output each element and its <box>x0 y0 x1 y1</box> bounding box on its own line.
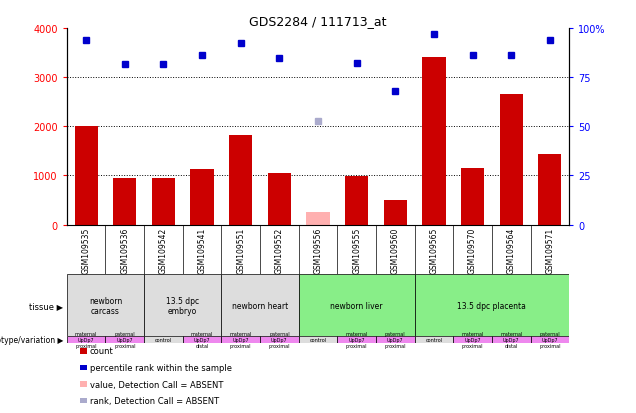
Bar <box>190 170 214 225</box>
Bar <box>337 337 376 343</box>
Bar <box>299 275 415 337</box>
Text: value, Detection Call = ABSENT: value, Detection Call = ABSENT <box>90 380 223 389</box>
Text: tissue ▶: tissue ▶ <box>29 301 64 310</box>
Text: GSM109536: GSM109536 <box>120 228 129 274</box>
Text: maternal
UpDp7
proximal: maternal UpDp7 proximal <box>75 331 97 348</box>
Text: GSM109552: GSM109552 <box>275 228 284 274</box>
Bar <box>183 337 221 343</box>
Bar <box>345 176 368 225</box>
Text: maternal
UpDp7
proximal: maternal UpDp7 proximal <box>230 331 252 348</box>
Text: GSM109556: GSM109556 <box>314 228 322 274</box>
Bar <box>260 337 299 343</box>
Bar <box>152 179 175 225</box>
Text: GSM109541: GSM109541 <box>198 228 207 274</box>
Text: maternal
UpDp7
proximal: maternal UpDp7 proximal <box>461 331 484 348</box>
Bar <box>113 178 136 225</box>
Text: maternal
UpDp7
proximal: maternal UpDp7 proximal <box>345 331 368 348</box>
Text: paternal
UpDp7
proximal: paternal UpDp7 proximal <box>385 331 406 348</box>
Text: maternal
UpDp7
distal: maternal UpDp7 distal <box>191 331 213 348</box>
Text: newborn
carcass: newborn carcass <box>89 296 122 315</box>
Bar <box>415 337 453 343</box>
Bar <box>307 213 329 225</box>
Bar <box>422 58 446 225</box>
Text: GSM109555: GSM109555 <box>352 228 361 274</box>
Bar <box>144 275 221 337</box>
Bar <box>453 337 492 343</box>
Bar <box>229 136 252 225</box>
Bar <box>144 337 183 343</box>
Title: GDS2284 / 111713_at: GDS2284 / 111713_at <box>249 15 387 28</box>
Text: genotype/variation ▶: genotype/variation ▶ <box>0 335 64 344</box>
Text: GSM109564: GSM109564 <box>507 228 516 274</box>
Text: GSM109570: GSM109570 <box>468 228 477 274</box>
Text: newborn heart: newborn heart <box>232 301 288 310</box>
Text: control: control <box>310 337 326 342</box>
Text: GSM109571: GSM109571 <box>546 228 555 274</box>
Bar <box>376 337 415 343</box>
Text: 13.5 dpc placenta: 13.5 dpc placenta <box>457 301 527 310</box>
Bar <box>415 275 569 337</box>
Bar <box>74 127 98 225</box>
Text: paternal
UpDp7
proximal: paternal UpDp7 proximal <box>114 331 135 348</box>
Bar <box>500 95 523 225</box>
Bar <box>106 337 144 343</box>
Bar <box>67 275 144 337</box>
Text: GSM109560: GSM109560 <box>391 228 400 274</box>
Bar <box>384 200 407 225</box>
Text: GSM109542: GSM109542 <box>159 228 168 274</box>
Text: percentile rank within the sample: percentile rank within the sample <box>90 363 232 372</box>
Bar <box>461 169 484 225</box>
Bar <box>538 155 562 225</box>
Bar <box>530 337 569 343</box>
Text: GSM109565: GSM109565 <box>429 228 438 274</box>
Text: newborn liver: newborn liver <box>330 301 383 310</box>
Text: count: count <box>90 347 113 356</box>
Bar <box>299 337 337 343</box>
Bar <box>268 173 291 225</box>
Bar <box>221 337 260 343</box>
Text: paternal
UpDp7
proximal: paternal UpDp7 proximal <box>539 331 561 348</box>
Text: rank, Detection Call = ABSENT: rank, Detection Call = ABSENT <box>90 396 219 405</box>
Text: 13.5 dpc
embryo: 13.5 dpc embryo <box>166 296 199 315</box>
Text: GSM109551: GSM109551 <box>236 228 245 274</box>
Bar <box>67 337 106 343</box>
Text: control: control <box>425 337 443 342</box>
Text: GSM109535: GSM109535 <box>81 228 90 274</box>
Bar <box>221 275 299 337</box>
Text: paternal
UpDp7
proximal: paternal UpDp7 proximal <box>268 331 290 348</box>
Text: maternal
UpDp7
distal: maternal UpDp7 distal <box>500 331 522 348</box>
Text: control: control <box>155 337 172 342</box>
Bar <box>492 337 530 343</box>
